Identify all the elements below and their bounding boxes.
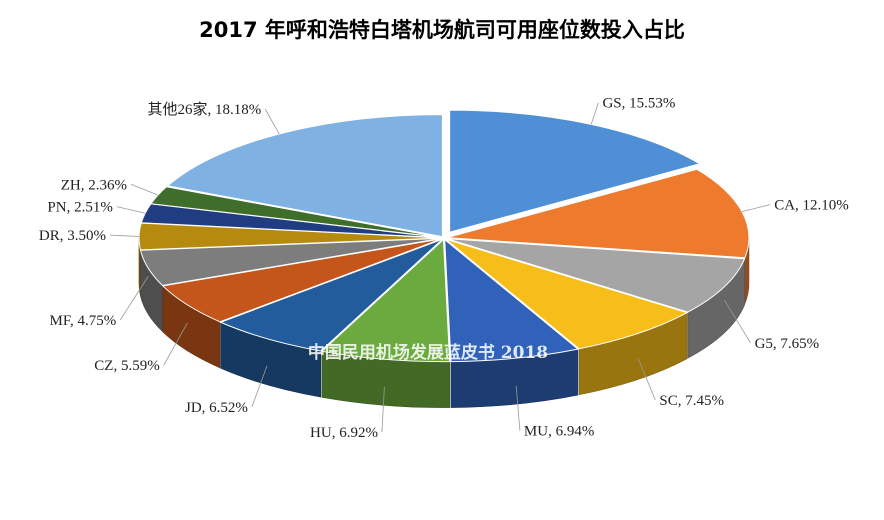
slice-CZ — [161, 238, 442, 323]
slice-label-SC: SC, 7.45% — [659, 393, 724, 409]
slice-label-CZ: CZ, 5.59% — [94, 358, 159, 374]
slice-labels: GS, 15.53% CA, 12.10% G5, 7.65% SC, 7.45% MU… — [39, 96, 849, 441]
leader-line-JD — [251, 365, 268, 407]
slice-HU — [320, 238, 451, 363]
leader-line-HU — [381, 386, 385, 433]
slice-label-JD: JD, 6.52% — [185, 400, 248, 416]
slice-label-PN: PN, 2.51% — [47, 200, 112, 216]
leader-line-G5 — [723, 299, 751, 344]
slice-label-DR: DR, 3.50% — [39, 228, 106, 244]
slice-ZH — [150, 186, 442, 238]
leader-line-PN — [116, 206, 146, 214]
slice-其他26家 — [166, 114, 443, 238]
leader-line-MU — [515, 385, 521, 431]
leader-lines — [110, 102, 771, 433]
leader-line-CA — [741, 204, 771, 213]
slice-SC — [445, 238, 689, 350]
leader-line-GS — [590, 102, 599, 125]
chart-title: 2017 年呼和浩特白塔机场航司可用座位数投入占比 — [199, 18, 685, 42]
leader-line-其他26家 — [264, 108, 280, 135]
slice-G5 — [446, 238, 746, 313]
pie-slices — [138, 109, 750, 408]
slice-label-其他26家: 其他26家, 18.18% — [148, 101, 262, 118]
leader-line-SC — [637, 358, 656, 401]
slice-label-HU: HU, 6.92% — [310, 425, 378, 441]
slice-label-MU: MU, 6.94% — [524, 424, 594, 440]
slice-label-G5: G5, 7.65% — [755, 336, 820, 352]
leader-line-ZH — [130, 183, 159, 196]
leader-line-MF — [119, 276, 149, 321]
slice-label-MF: MF, 4.75% — [49, 313, 116, 329]
slice-JD — [219, 238, 443, 352]
slice-MU — [444, 238, 580, 363]
leader-line-CZ — [163, 322, 188, 366]
slice-label-CA: CA, 12.10% — [774, 198, 849, 214]
slice-label-ZH: ZH, 2.36% — [61, 177, 127, 193]
slice-label-GS: GS, 15.53% — [602, 96, 675, 112]
slice-GS — [449, 109, 701, 233]
leader-line-DR — [110, 234, 140, 237]
watermark-text: 中国民用机场发展蓝皮书 2018 — [308, 342, 548, 363]
